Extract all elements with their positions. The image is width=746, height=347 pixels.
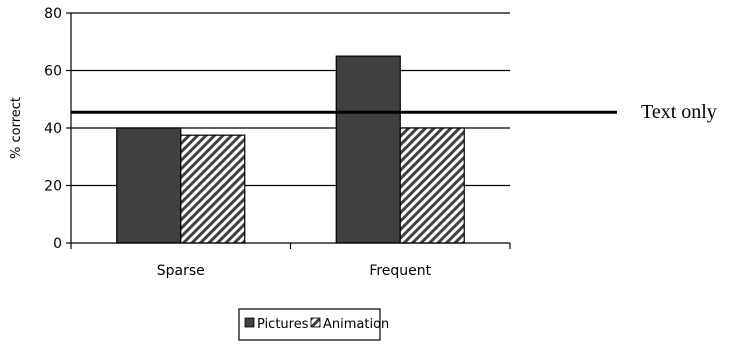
legend-label-pictures: Pictures [257, 317, 309, 332]
legend-label-animation: Animation [323, 317, 389, 332]
legend-box [238, 308, 381, 341]
bars [116, 55, 465, 244]
bar-animation-sparse [180, 134, 246, 244]
y-tick-label: 20 [44, 179, 62, 195]
legend: Pictures Animation [238, 308, 389, 341]
y-tick-label: 0 [53, 236, 62, 252]
reference-line-label: Text only [641, 101, 717, 123]
reference-line-group: Text only [71, 101, 717, 123]
x-ticks: Sparse Frequent [70, 243, 511, 279]
x-tick-label: Frequent [369, 263, 431, 279]
y-tick-label: 80 [44, 6, 62, 22]
legend-swatch-pictures [244, 317, 255, 328]
y-tick-label: 60 [44, 64, 62, 80]
y-axis-label: % correct [9, 97, 24, 159]
bar-pictures-frequent [335, 55, 401, 244]
y-tick-label: 40 [44, 121, 62, 137]
x-tick-label: Sparse [157, 263, 205, 279]
legend-swatch-animation [310, 317, 321, 328]
bar-pictures-sparse [116, 127, 182, 244]
bar-animation-frequent [399, 127, 465, 244]
y-ticks: 0 20 40 60 80 [44, 6, 71, 252]
